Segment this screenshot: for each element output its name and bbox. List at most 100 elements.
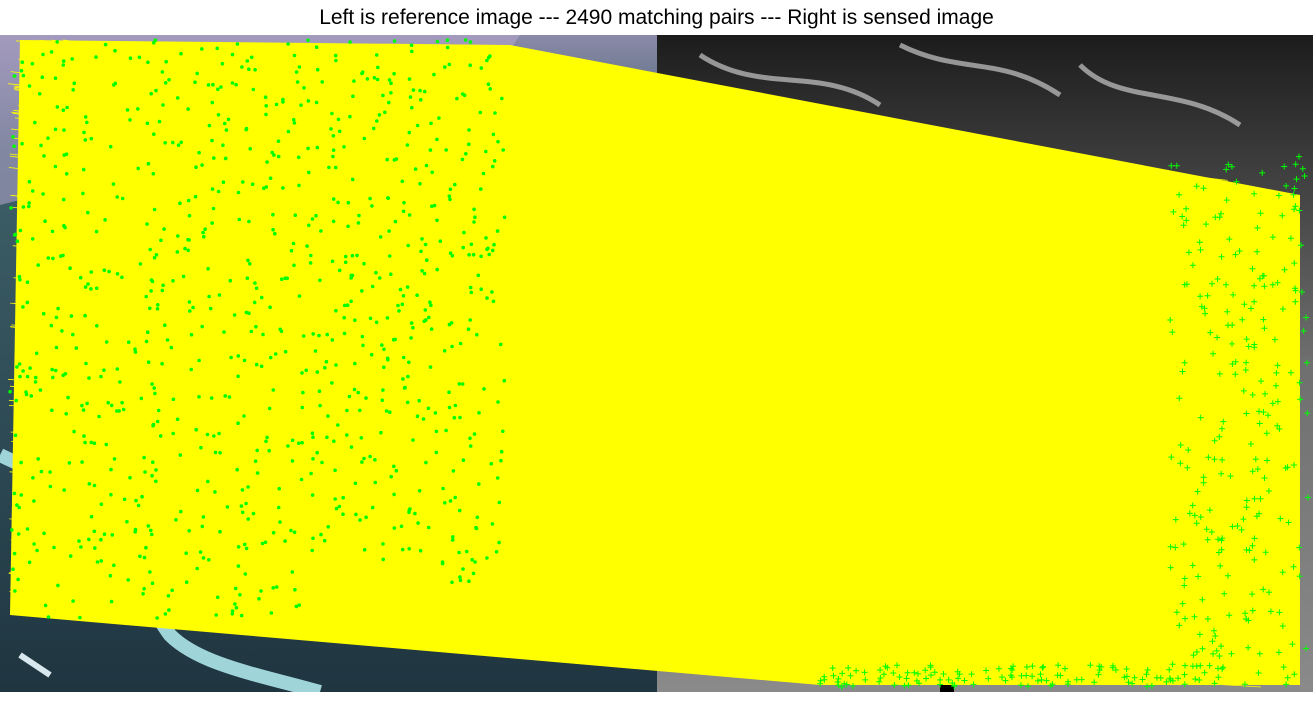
match-line: [45, 454, 1212, 543]
match-line: [57, 126, 1226, 273]
reference-keypoint: [374, 270, 378, 275]
match-line: [16, 544, 1240, 633]
reference-keypoint: [142, 455, 146, 460]
reference-keypoint: [432, 72, 436, 77]
match-line: [51, 66, 1301, 224]
sensed-keypoint: [1181, 575, 1188, 582]
sensed-keypoint: [1251, 535, 1258, 542]
reference-keypoint: [315, 67, 320, 72]
sensed-keypoint: [890, 670, 897, 676]
reference-keypoint: [230, 81, 235, 85]
sensed-keypoint: [1029, 673, 1036, 680]
sensed-keypoint: [834, 679, 841, 685]
reference-keypoint: [391, 337, 396, 342]
match-line: [15, 511, 1238, 600]
reference-keypoint: [460, 157, 465, 162]
reference-keypoint: [489, 461, 494, 466]
sensed-keypoint: [1218, 253, 1225, 260]
sensed-keypoint: [1247, 441, 1254, 447]
sensed-keypoint: [927, 662, 934, 669]
reference-keypoint: [491, 132, 496, 137]
reference-keypoint: [89, 136, 94, 141]
match-line: [31, 243, 1276, 367]
sensed-keypoint: [1207, 329, 1214, 336]
sensed-keypoint: [1296, 544, 1303, 551]
reference-keypoint: [163, 612, 168, 616]
reference-keypoint: [71, 332, 75, 337]
reference-keypoint: [301, 390, 305, 395]
reference-keypoint: [375, 119, 379, 123]
reference-keypoint: [291, 117, 296, 122]
sensed-keypoint: [835, 675, 842, 682]
match-line: [48, 522, 1183, 599]
reference-keypoint: [152, 255, 157, 260]
reference-keypoint: [355, 253, 359, 258]
match-line: [48, 551, 1262, 638]
reference-keypoint: [21, 305, 25, 309]
reference-keypoint: [495, 229, 500, 233]
reference-keypoint: [464, 549, 469, 554]
match-line: [45, 516, 1192, 595]
sensed-keypoint: [1242, 367, 1249, 373]
reference-keypoint: [150, 279, 155, 284]
sensed-keypoint: [1199, 596, 1206, 603]
reference-keypoint: [281, 100, 285, 104]
reference-keypoint: [240, 488, 245, 492]
sensed-keypoint: [1251, 344, 1258, 351]
reference-keypoint: [216, 113, 221, 117]
reference-keypoint: [13, 589, 17, 593]
reference-keypoint: [450, 254, 455, 258]
reference-keypoint: [491, 299, 496, 304]
reference-keypoint: [241, 180, 245, 184]
reference-keypoint: [48, 484, 53, 489]
reference-keypoint: [160, 70, 165, 74]
reference-keypoint: [410, 105, 414, 110]
reference-keypoint: [387, 78, 392, 82]
reference-keypoint: [99, 374, 103, 379]
match-line: [59, 431, 1202, 523]
reference-keypoint: [419, 249, 423, 254]
reference-keypoint: [32, 499, 36, 503]
sensed-keypoint: [1234, 523, 1241, 529]
reference-keypoint: [277, 486, 282, 491]
reference-keypoint: [434, 429, 439, 434]
match-line: [51, 567, 1259, 651]
sensed-keypoint: [1193, 649, 1200, 655]
sensed-keypoint: [1211, 437, 1218, 444]
sensed-keypoint: [1225, 161, 1232, 168]
reference-keypoint: [133, 350, 138, 354]
match-line: [40, 254, 1277, 376]
reference-keypoint: [468, 285, 473, 290]
reference-keypoint: [346, 200, 351, 205]
reference-keypoint: [381, 388, 385, 392]
sensed-keypoint: [945, 676, 952, 683]
sensed-keypoint: [949, 680, 956, 686]
match-line: [12, 112, 1298, 258]
match-line: [44, 421, 1219, 518]
reference-keypoint: [211, 82, 215, 87]
reference-keypoint: [259, 295, 264, 300]
reference-keypoint: [381, 557, 386, 562]
sensed-keypoint: [985, 675, 992, 682]
reference-keypoint: [281, 186, 285, 190]
reference-keypoint: [133, 347, 137, 352]
reference-keypoint: [186, 198, 191, 203]
sensed-keypoint: [1274, 398, 1281, 405]
match-line: [31, 442, 1254, 547]
reference-keypoint: [405, 400, 410, 405]
reference-keypoint: [400, 179, 405, 184]
reference-keypoint: [33, 375, 38, 380]
sensed-keypoint: [904, 669, 911, 676]
match-line: [32, 159, 1265, 294]
reference-keypoint: [56, 583, 60, 588]
sensed-keypoint: [1277, 515, 1284, 522]
reference-keypoint: [118, 380, 122, 384]
match-line: [11, 543, 1213, 625]
reference-keypoint: [21, 205, 26, 209]
sensed-keypoint: [877, 667, 884, 673]
sensed-keypoint: [1249, 542, 1256, 549]
reference-keypoint: [461, 458, 466, 463]
reference-keypoint: [221, 180, 226, 184]
reference-keypoint: [494, 550, 499, 554]
match-line: [28, 131, 1264, 268]
